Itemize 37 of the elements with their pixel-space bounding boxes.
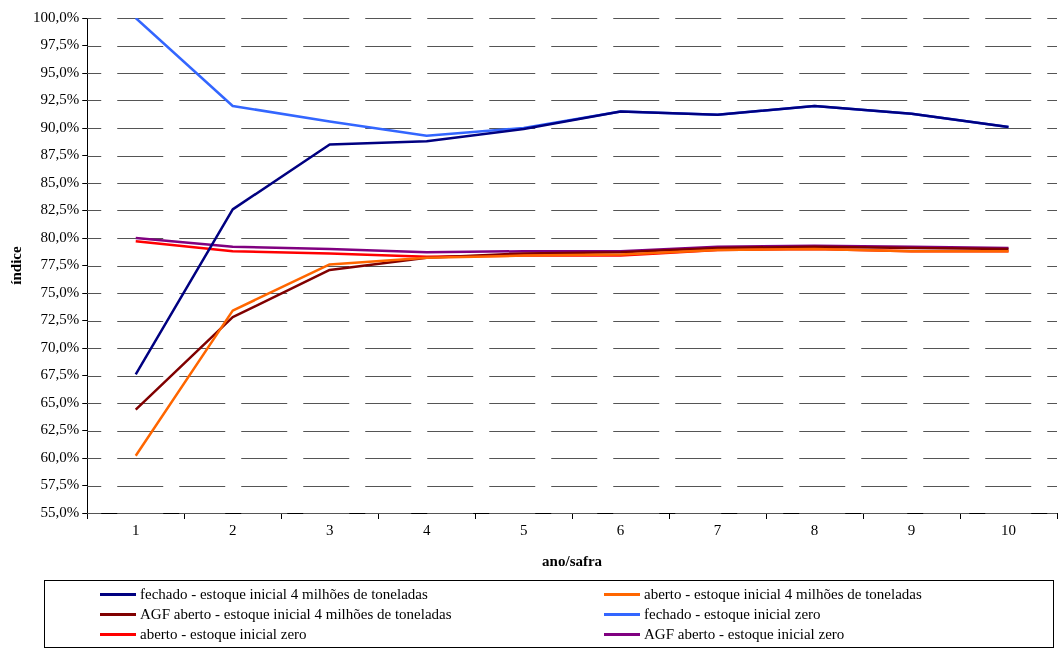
x-tick-label: 3 [325, 521, 334, 538]
x-tick-label: 1 [131, 521, 140, 538]
y-tick-label: 87,5% [40, 146, 80, 163]
y-tick-label: 75,0% [40, 283, 80, 300]
x-axis-title: ano/safra [542, 552, 603, 569]
y-tick-label: 82,5% [40, 201, 80, 218]
y-tick-label: 77,5% [40, 256, 80, 273]
y-tick-label: 92,5% [40, 91, 80, 108]
x-tick-label: 5 [519, 521, 528, 538]
x-tick-label: 4 [422, 521, 431, 538]
legend-label: AGF aberto - estoque inicial 4 milhões de toneladas [140, 605, 452, 623]
legend-label: aberto - estoque inicial 4 milhões de toneladas [644, 585, 922, 603]
y-tick-label: 85,0% [40, 173, 80, 190]
x-tick-label: 8 [810, 521, 819, 538]
y-tick-label: 97,5% [40, 36, 80, 53]
legend-label: AGF aberto - estoque inicial zero [644, 625, 845, 643]
legend-label: fechado - estoque inicial 4 milhões de toneladas [140, 585, 428, 603]
y-tick-label: 60,0% [40, 448, 80, 465]
x-tick-label: 9 [907, 521, 916, 538]
y-tick-label: 62,5% [40, 421, 80, 438]
x-tick-label: 6 [616, 521, 625, 538]
y-tick-label: 65,0% [40, 393, 80, 410]
x-tick-label: 7 [713, 521, 722, 538]
y-tick-label: 67,5% [40, 366, 80, 383]
y-tick-label: 100,0% [33, 8, 80, 25]
y-tick-label: 55,0% [40, 503, 80, 520]
legend-label: aberto - estoque inicial zero [140, 625, 307, 643]
y-tick-label: 72,5% [40, 311, 80, 328]
legend-label: fechado - estoque inicial zero [644, 605, 821, 623]
x-tick-label: 10 [1001, 521, 1017, 538]
y-axis-title: índice [7, 245, 24, 285]
y-tick-label: 57,5% [40, 476, 80, 493]
y-tick-label: 90,0% [40, 118, 80, 135]
y-tick-label: 80,0% [40, 228, 80, 245]
y-tick-label: 70,0% [40, 338, 80, 355]
y-tick-label: 95,0% [40, 63, 80, 80]
x-tick-label: 2 [228, 521, 237, 538]
